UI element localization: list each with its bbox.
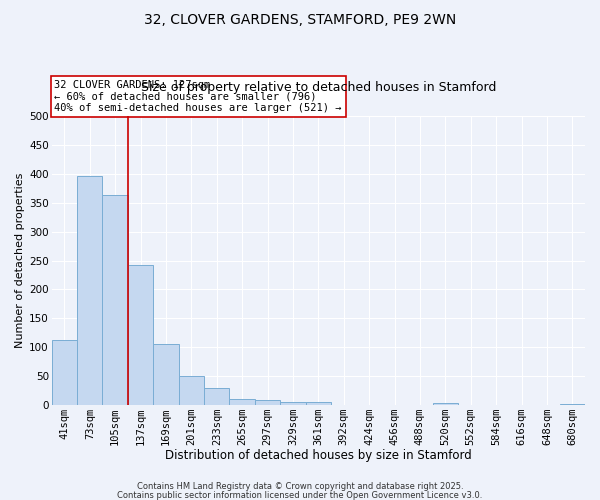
Bar — [128, 264, 153, 405]
Bar — [255, 400, 280, 405]
Bar — [103, 194, 128, 405]
Text: 32, CLOVER GARDENS, STAMFORD, PE9 2WN: 32, CLOVER GARDENS, STAMFORD, PE9 2WN — [144, 12, 456, 26]
Y-axis label: Number of detached properties: Number of detached properties — [15, 173, 25, 348]
Text: Contains public sector information licensed under the Open Government Licence v3: Contains public sector information licen… — [118, 490, 482, 500]
Bar — [229, 400, 255, 405]
Title: Size of property relative to detached houses in Stamford: Size of property relative to detached ho… — [140, 81, 496, 94]
Bar — [433, 404, 458, 405]
Bar — [179, 376, 204, 405]
Bar — [560, 404, 585, 405]
Bar — [280, 402, 305, 405]
Bar — [305, 402, 331, 405]
Text: Contains HM Land Registry data © Crown copyright and database right 2025.: Contains HM Land Registry data © Crown c… — [137, 482, 463, 491]
Bar — [52, 340, 77, 405]
X-axis label: Distribution of detached houses by size in Stamford: Distribution of detached houses by size … — [165, 450, 472, 462]
Bar — [153, 344, 179, 405]
Text: 32 CLOVER GARDENS: 127sqm
← 60% of detached houses are smaller (796)
40% of semi: 32 CLOVER GARDENS: 127sqm ← 60% of detac… — [55, 80, 342, 113]
Bar — [77, 176, 103, 405]
Bar — [204, 388, 229, 405]
